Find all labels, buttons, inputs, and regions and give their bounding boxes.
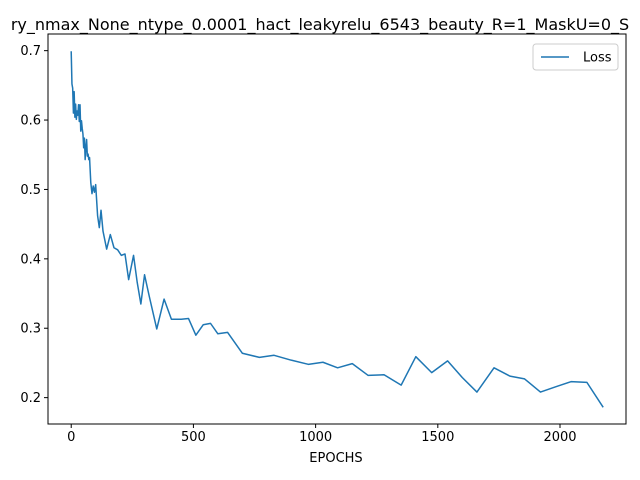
x-tick-label: 2000	[543, 430, 576, 445]
axes: 0 500 1000 1500 2000 0.2 0.3 0.4 0.5 0.6 0.7	[20, 33, 627, 445]
plot-area	[70, 51, 604, 408]
x-tick-label: 0	[67, 430, 75, 445]
y-tick-label: 0.7	[20, 44, 41, 59]
legend-label-loss: Loss	[583, 51, 612, 66]
y-tick-label: 0.2	[20, 391, 41, 406]
y-tick-label: 0.3	[20, 322, 41, 337]
x-axis-label: EPOCHS	[309, 451, 362, 466]
x-tick-label: 1500	[421, 430, 454, 445]
series-line-loss	[70, 51, 604, 408]
y-tick-label: 0.4	[20, 252, 41, 267]
axes-frame	[47, 33, 627, 425]
chart-title: ry_nmax_None_ntype_0.0001_hact_leakyrelu…	[11, 15, 629, 35]
y-tick-label: 0.5	[20, 183, 41, 198]
legend-frame	[532, 43, 619, 71]
y-tick-label: 0.6	[20, 114, 41, 129]
x-tick-label: 500	[181, 430, 206, 445]
legend: Loss	[532, 43, 619, 71]
x-tick-label: 1000	[299, 430, 332, 445]
